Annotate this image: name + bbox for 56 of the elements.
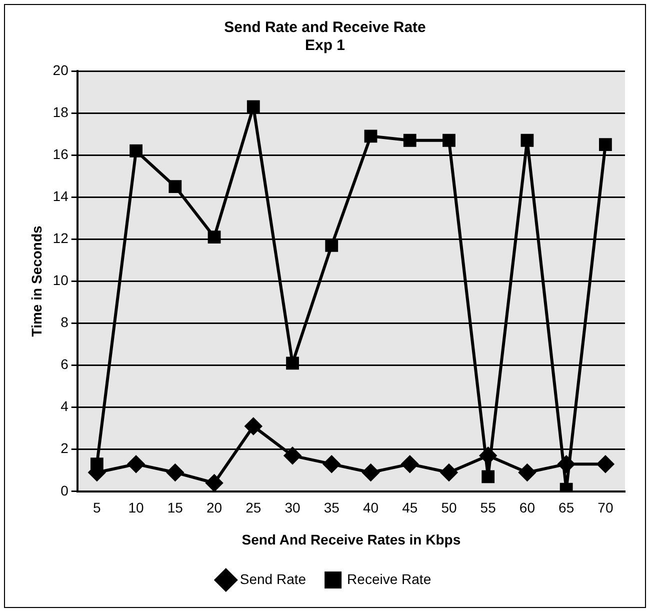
point: [246, 100, 260, 114]
point: [362, 464, 380, 481]
point: [284, 447, 302, 464]
point: [440, 464, 458, 481]
text: Exp 1: [304, 37, 346, 54]
point: [208, 230, 221, 244]
point: [323, 456, 340, 473]
x-tick-label: 20: [206, 500, 222, 516]
y-axis-title: Time in Seconds: [28, 225, 44, 337]
x-tick-label: 70: [598, 500, 614, 516]
point: [520, 134, 534, 147]
x-axis-title: Send And Receive Rates in Kbps: [242, 531, 461, 548]
x-tick-label: 30: [284, 500, 301, 516]
point: [286, 356, 299, 370]
point: [442, 134, 456, 147]
x-tick-label: 50: [441, 500, 457, 516]
point: [244, 418, 262, 435]
y-tick-label: 8: [60, 314, 69, 330]
y-tick-label: 2: [60, 440, 69, 456]
x-tick-label: 60: [519, 500, 536, 516]
y-tick-label: 0: [60, 482, 69, 498]
x-tick-label: 45: [402, 500, 418, 516]
point: [401, 456, 418, 473]
point: [482, 470, 495, 484]
x-tick-label: 55: [480, 500, 496, 516]
x-tick-label: 25: [246, 500, 262, 516]
y-tick-label: 4: [60, 398, 69, 414]
point: [325, 239, 338, 252]
point: [130, 144, 142, 158]
point: [598, 138, 612, 152]
legend-label: Receive Rate: [347, 570, 432, 587]
point: [206, 474, 223, 492]
x-tick-label: 35: [324, 500, 340, 516]
point: [128, 456, 145, 473]
x-tick-label: 15: [167, 500, 184, 516]
x-tick-label: 10: [128, 500, 144, 516]
y-tick-label: 14: [52, 188, 69, 204]
point: [168, 180, 182, 194]
text: Send Rate and Receive Rate: [224, 19, 426, 36]
point: [166, 464, 184, 481]
x-tick-label: 65: [558, 500, 574, 516]
y-tick-label: 16: [52, 146, 69, 162]
y-tick-label: 6: [60, 356, 69, 372]
x-tick-label: 40: [362, 500, 379, 516]
point: [518, 464, 536, 481]
y-tick-label: 20: [52, 62, 69, 78]
point: [596, 456, 614, 473]
x-tick-label: 5: [93, 500, 102, 516]
point: [403, 134, 416, 147]
point: [364, 130, 378, 143]
y-tick-label: 18: [52, 104, 69, 120]
legend-label: Send Rate: [240, 570, 306, 587]
point: [480, 447, 497, 464]
y-tick-label: 12: [52, 230, 69, 246]
point: [558, 456, 575, 473]
y-tick-label: 10: [52, 272, 69, 288]
